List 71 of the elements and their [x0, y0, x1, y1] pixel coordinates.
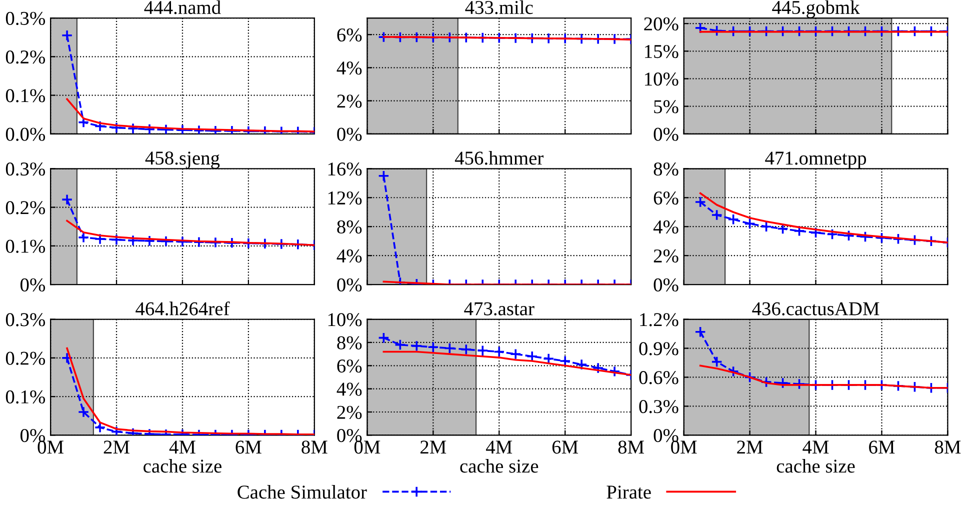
y-tick-label: 0.9% — [639, 342, 678, 356]
y-tick-label: 2% — [337, 406, 362, 419]
y-tick-label: 20% — [644, 17, 678, 31]
chart-title: 464.h264ref — [136, 301, 230, 316]
y-tick-label: 0.2% — [6, 50, 46, 64]
y-tick-label: 0.3% — [6, 313, 46, 326]
legend-label: Pirate — [606, 486, 651, 499]
x-tick-label: 2M — [420, 440, 446, 454]
y-tick-label: 12% — [328, 191, 362, 205]
y-tick-label: 0.1% — [6, 89, 46, 102]
y-tick-label: 0% — [337, 428, 362, 442]
y-tick-label: 2% — [654, 249, 678, 263]
y-tick-label: 4% — [336, 249, 362, 263]
y-tick-label: 0.3% — [639, 400, 678, 414]
chart-title: 433.milc — [465, 0, 533, 14]
x-tick-label: 6M — [869, 440, 895, 454]
x-tick-label: 0M — [38, 440, 64, 454]
x-tick-label: 4M — [169, 440, 196, 454]
x-tick-label: 8M — [618, 440, 644, 454]
y-tick-label: 0.2% — [6, 201, 46, 214]
y-tick-label: 2% — [337, 94, 362, 108]
y-tick-label: 8% — [337, 220, 362, 234]
y-tick-label: 0% — [337, 128, 362, 141]
y-tick-label: 6% — [337, 359, 362, 373]
x-axis-title: cache size — [460, 459, 538, 473]
x-tick-label: 0M — [354, 440, 380, 454]
y-tick-label: 0.3% — [6, 162, 46, 176]
y-tick-label: 0% — [654, 428, 678, 442]
y-tick-label: 4% — [336, 62, 362, 75]
y-tick-label: 8% — [654, 162, 678, 176]
y-tick-label: 0.2% — [6, 352, 46, 365]
y-tick-label: 6% — [337, 28, 362, 42]
y-tick-label: 0% — [20, 278, 46, 292]
y-tick-label: 0.1% — [6, 240, 46, 253]
x-tick-label: 2M — [737, 440, 763, 454]
x-tick-label: 8M — [934, 440, 961, 454]
chart-title: 458.sjeng — [145, 152, 220, 169]
x-tick-label: 2M — [104, 440, 130, 454]
y-tick-label: 16% — [328, 162, 362, 176]
x-tick-label: 6M — [236, 440, 262, 454]
chart-title: 436.cactusADM — [752, 302, 880, 316]
y-tick-label: 0% — [20, 428, 46, 442]
y-tick-label: 0.0% — [6, 128, 46, 141]
x-tick-label: 0M — [671, 440, 697, 454]
x-tick-label: 6M — [552, 440, 578, 454]
y-tick-label: 1.2% — [640, 313, 678, 326]
x-tick-label: 8M — [302, 440, 328, 454]
y-tick-label: 10% — [645, 72, 678, 86]
y-tick-label: 0.3% — [6, 12, 46, 26]
chart-title: 471.omnetpp — [765, 152, 866, 169]
chart-title: 445.gobmk — [772, 0, 860, 18]
y-tick-label: 4% — [653, 220, 678, 234]
y-tick-label: 0% — [654, 278, 678, 292]
y-tick-label: 0% — [654, 128, 678, 141]
chart-title: 456.hmmer — [454, 151, 544, 165]
x-tick-label: 4M — [486, 440, 512, 454]
y-tick-label: 15% — [645, 44, 678, 58]
legend-label: Cache Simulator — [238, 485, 367, 499]
y-tick-label: 0.6% — [639, 371, 678, 384]
y-tick-label: 0.1% — [6, 390, 46, 404]
y-tick-label: 6% — [654, 191, 678, 205]
chart-title: 473.astar — [464, 302, 534, 316]
x-axis-title: cache size — [144, 459, 222, 473]
y-tick-label: 5% — [654, 100, 678, 114]
y-tick-label: 0% — [337, 278, 362, 292]
y-tick-label: 8% — [337, 336, 362, 350]
y-tick-label: 10% — [328, 313, 362, 326]
x-tick-label: 4M — [802, 440, 829, 454]
x-axis-title: cache size — [776, 459, 855, 473]
chart-title: 444.namd — [144, 0, 221, 14]
y-tick-label: 4% — [336, 382, 362, 396]
